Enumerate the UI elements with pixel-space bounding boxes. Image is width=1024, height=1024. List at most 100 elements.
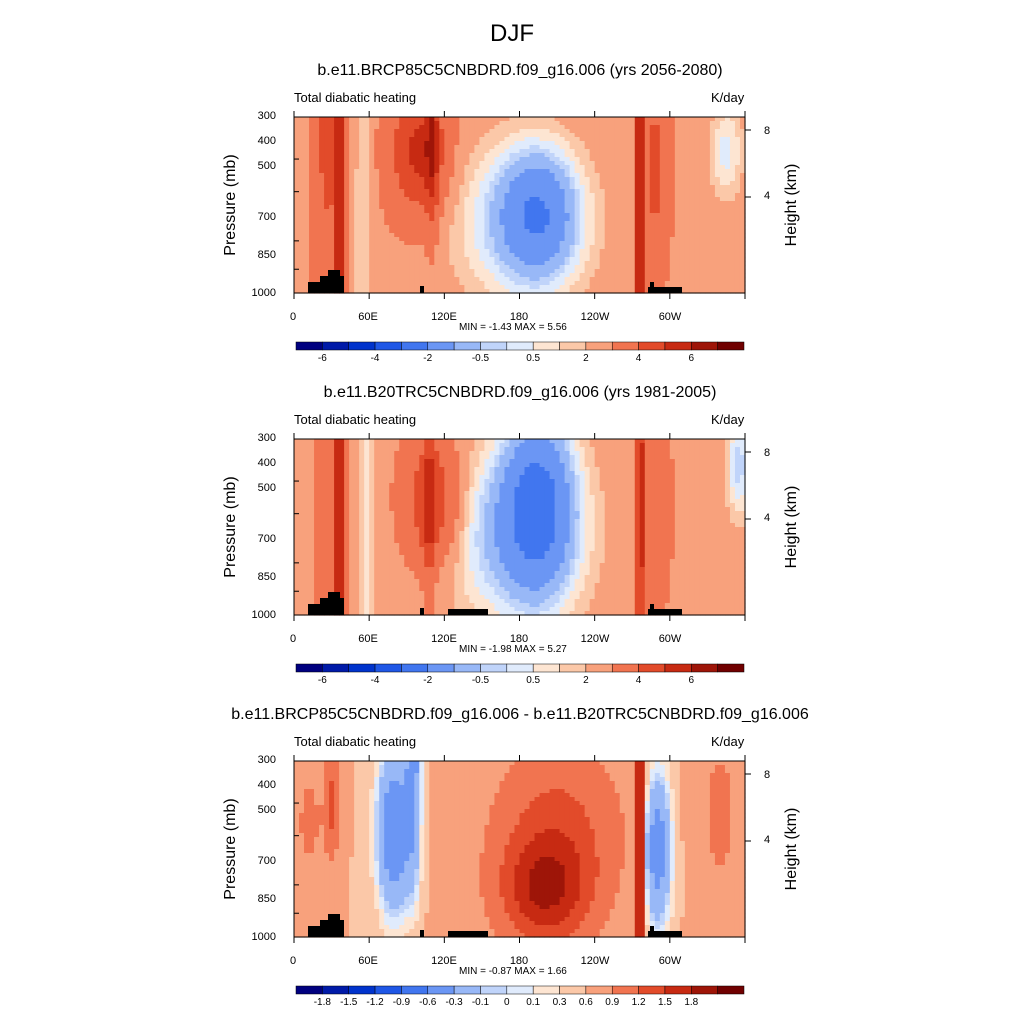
field-cell bbox=[414, 197, 420, 202]
field-cell bbox=[739, 185, 746, 190]
field-cell bbox=[464, 157, 470, 162]
field-cell bbox=[729, 443, 736, 448]
field-cell bbox=[689, 209, 696, 214]
field-cell bbox=[364, 241, 370, 246]
field-cell bbox=[429, 121, 435, 126]
field-cell bbox=[724, 117, 731, 122]
field-cell bbox=[479, 443, 486, 448]
field-cell bbox=[544, 201, 551, 206]
field-cell bbox=[449, 261, 455, 266]
field-cell bbox=[479, 141, 486, 146]
field-cell bbox=[389, 241, 395, 246]
field-cell bbox=[459, 177, 465, 182]
field-cell bbox=[559, 133, 566, 138]
field-cell bbox=[469, 213, 475, 218]
field-cell bbox=[539, 289, 546, 294]
field-cell bbox=[649, 181, 656, 186]
field-cell bbox=[384, 189, 390, 194]
field-cell bbox=[514, 161, 521, 166]
field-cell bbox=[634, 213, 641, 218]
field-cell bbox=[424, 221, 430, 226]
field-cell bbox=[629, 209, 636, 214]
field-cell bbox=[389, 133, 395, 138]
field-cell bbox=[649, 141, 656, 146]
field-cell bbox=[524, 241, 531, 246]
field-cell bbox=[589, 197, 596, 202]
field-cell bbox=[599, 471, 606, 476]
field-cell bbox=[634, 209, 641, 214]
field-cell bbox=[669, 269, 676, 274]
field-cell bbox=[709, 439, 716, 444]
field-cell bbox=[739, 181, 746, 186]
field-cell bbox=[659, 257, 666, 262]
field-cell bbox=[424, 177, 430, 182]
field-cell bbox=[444, 173, 450, 178]
field-cell bbox=[349, 253, 355, 258]
field-cell bbox=[409, 213, 415, 218]
field-cell bbox=[359, 141, 365, 146]
field-cell bbox=[564, 169, 571, 174]
field-cell bbox=[714, 261, 721, 266]
field-cell bbox=[734, 459, 741, 464]
field-cell bbox=[559, 129, 566, 134]
field-cell bbox=[564, 451, 571, 456]
field-cell bbox=[439, 173, 445, 178]
field-cell bbox=[709, 467, 716, 472]
field-cell bbox=[739, 197, 746, 202]
field-cell bbox=[584, 149, 591, 154]
field-cell bbox=[609, 169, 616, 174]
field-cell bbox=[609, 273, 616, 278]
field-cell bbox=[514, 145, 521, 150]
field-cell bbox=[734, 173, 741, 178]
field-cell bbox=[724, 443, 731, 448]
field-cell bbox=[314, 133, 320, 138]
field-cell bbox=[639, 137, 646, 142]
field-cell bbox=[644, 281, 651, 286]
field-cell bbox=[704, 443, 711, 448]
field-cell bbox=[519, 285, 526, 290]
field-cell bbox=[679, 459, 686, 464]
field-cell bbox=[529, 149, 536, 154]
field-cell bbox=[629, 253, 636, 258]
field-cell bbox=[334, 173, 340, 178]
field-cell bbox=[474, 265, 481, 270]
field-cell bbox=[534, 281, 541, 286]
field-cell bbox=[449, 129, 455, 134]
field-cell bbox=[589, 225, 596, 230]
field-cell bbox=[409, 249, 415, 254]
field-cell bbox=[604, 145, 611, 150]
field-cell bbox=[294, 245, 300, 250]
colorbar-swatch bbox=[506, 341, 534, 351]
field-cell bbox=[559, 201, 566, 206]
field-cell bbox=[729, 471, 736, 476]
field-cell bbox=[414, 225, 420, 230]
field-cell bbox=[639, 117, 646, 122]
field-cell bbox=[694, 459, 701, 464]
field-cell bbox=[559, 289, 566, 294]
field-cell bbox=[294, 451, 300, 456]
field-cell bbox=[639, 141, 646, 146]
field-cell bbox=[729, 217, 736, 222]
field-cell bbox=[599, 133, 606, 138]
field-cell bbox=[489, 209, 496, 214]
field-cell bbox=[349, 451, 355, 456]
field-cell bbox=[449, 125, 455, 130]
field-cell bbox=[669, 463, 676, 468]
field-cell bbox=[534, 129, 541, 134]
field-cell bbox=[474, 149, 481, 154]
field-cell bbox=[304, 209, 310, 214]
field-cell bbox=[679, 265, 686, 270]
field-cell bbox=[339, 269, 345, 274]
field-cell bbox=[669, 455, 676, 460]
field-cell bbox=[459, 289, 465, 294]
field-cell bbox=[304, 253, 310, 258]
field-cell bbox=[624, 177, 631, 182]
field-cell bbox=[464, 273, 470, 278]
field-cell bbox=[599, 285, 606, 290]
topography bbox=[420, 286, 424, 293]
field-cell bbox=[714, 217, 721, 222]
field-cell bbox=[739, 459, 746, 464]
field-cell bbox=[614, 447, 621, 452]
field-cell bbox=[389, 261, 395, 266]
field-cell bbox=[624, 141, 631, 146]
